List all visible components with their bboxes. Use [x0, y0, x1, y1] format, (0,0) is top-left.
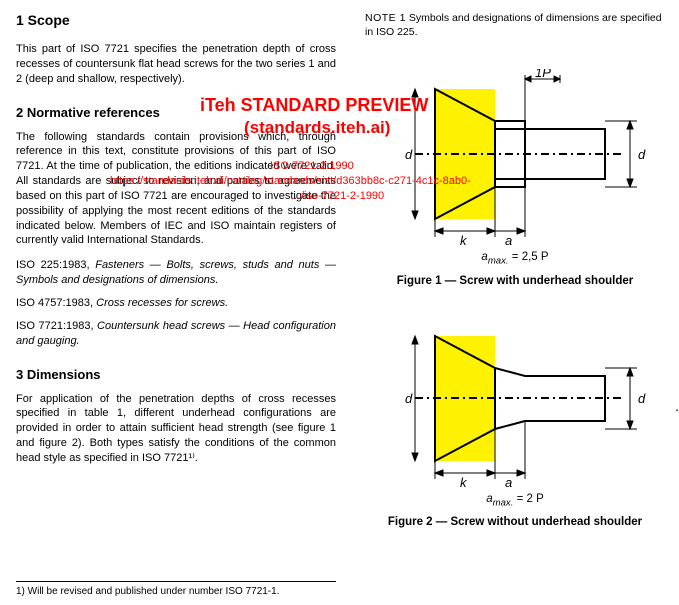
fig1-label-d-left: d [405, 147, 413, 162]
dimensions-heading: 3 Dimensions [16, 367, 336, 382]
figure-2-formula: amax. = 2 P [375, 493, 655, 508]
figure-1-formula: amax. = 2,5 P [375, 251, 655, 266]
reference-3: ISO 7721:1983, Countersunk head screws —… [16, 319, 336, 349]
footnote: 1) Will be revised and published under n… [16, 581, 336, 597]
fig2-label-k: k [460, 475, 468, 490]
reference-2: ISO 4757:1983, Cross recesses for screws… [16, 296, 336, 311]
scope-heading: 1 Scope [16, 12, 336, 28]
fig2-label-a: a [505, 475, 512, 490]
fig1-formula-sub: max. [488, 256, 509, 267]
figure-2-svg: d d k a [375, 321, 655, 491]
note-label: NOTE 1 [365, 12, 406, 24]
dimensions-body: For application of the penetration depth… [16, 392, 336, 466]
fig1-label-P: 1P [535, 69, 551, 80]
fig1-formula-rhs: = 2,5 P [509, 251, 549, 263]
figure-2-caption: Figure 2 — Screw without underhead shoul… [375, 516, 655, 528]
fig1-label-d-right: d [638, 147, 646, 162]
figure-1-svg: 1P d d k a [375, 69, 655, 249]
normative-heading: 2 Normative references [16, 105, 336, 120]
fig1-label-k: k [460, 233, 468, 248]
note-1: NOTE 1 Symbols and designations of dimen… [365, 12, 665, 39]
fig1-label-a: a [505, 233, 512, 248]
note-text: Symbols and designations of dimensions a… [365, 12, 662, 38]
right-column: NOTE 1 Symbols and designations of dimen… [365, 12, 665, 532]
page-dot: . [675, 398, 679, 414]
reference-1-code: ISO 225:1983, [16, 259, 95, 271]
figure-1: 1P d d k a amax. = 2,5 P Figure 1 — Scre… [375, 69, 655, 286]
reference-1: ISO 225:1983, Fasteners — Bolts, screws,… [16, 258, 336, 288]
fig2-formula-rhs: = 2 P [513, 493, 543, 505]
scope-body: This part of ISO 7721 specifies the pene… [16, 42, 336, 87]
left-column: 1 Scope This part of ISO 7721 specifies … [16, 12, 336, 476]
fig2-label-d-left: d [405, 391, 413, 406]
reference-3-code: ISO 7721:1983, [16, 320, 97, 332]
fig2-formula-sub: max. [493, 497, 514, 508]
reference-2-code: ISO 4757:1983, [16, 297, 96, 309]
page: 1 Scope This part of ISO 7721 specifies … [0, 0, 679, 605]
figure-1-caption: Figure 1 — Screw with underhead shoulder [375, 275, 655, 287]
normative-body: The following standards contain provisio… [16, 130, 336, 249]
figure-2: d d k a amax. = 2 P Figure 2 — Screw wit… [375, 321, 655, 528]
reference-2-title: Cross recesses for screws. [96, 297, 228, 309]
fig2-label-d-right: d [638, 391, 646, 406]
